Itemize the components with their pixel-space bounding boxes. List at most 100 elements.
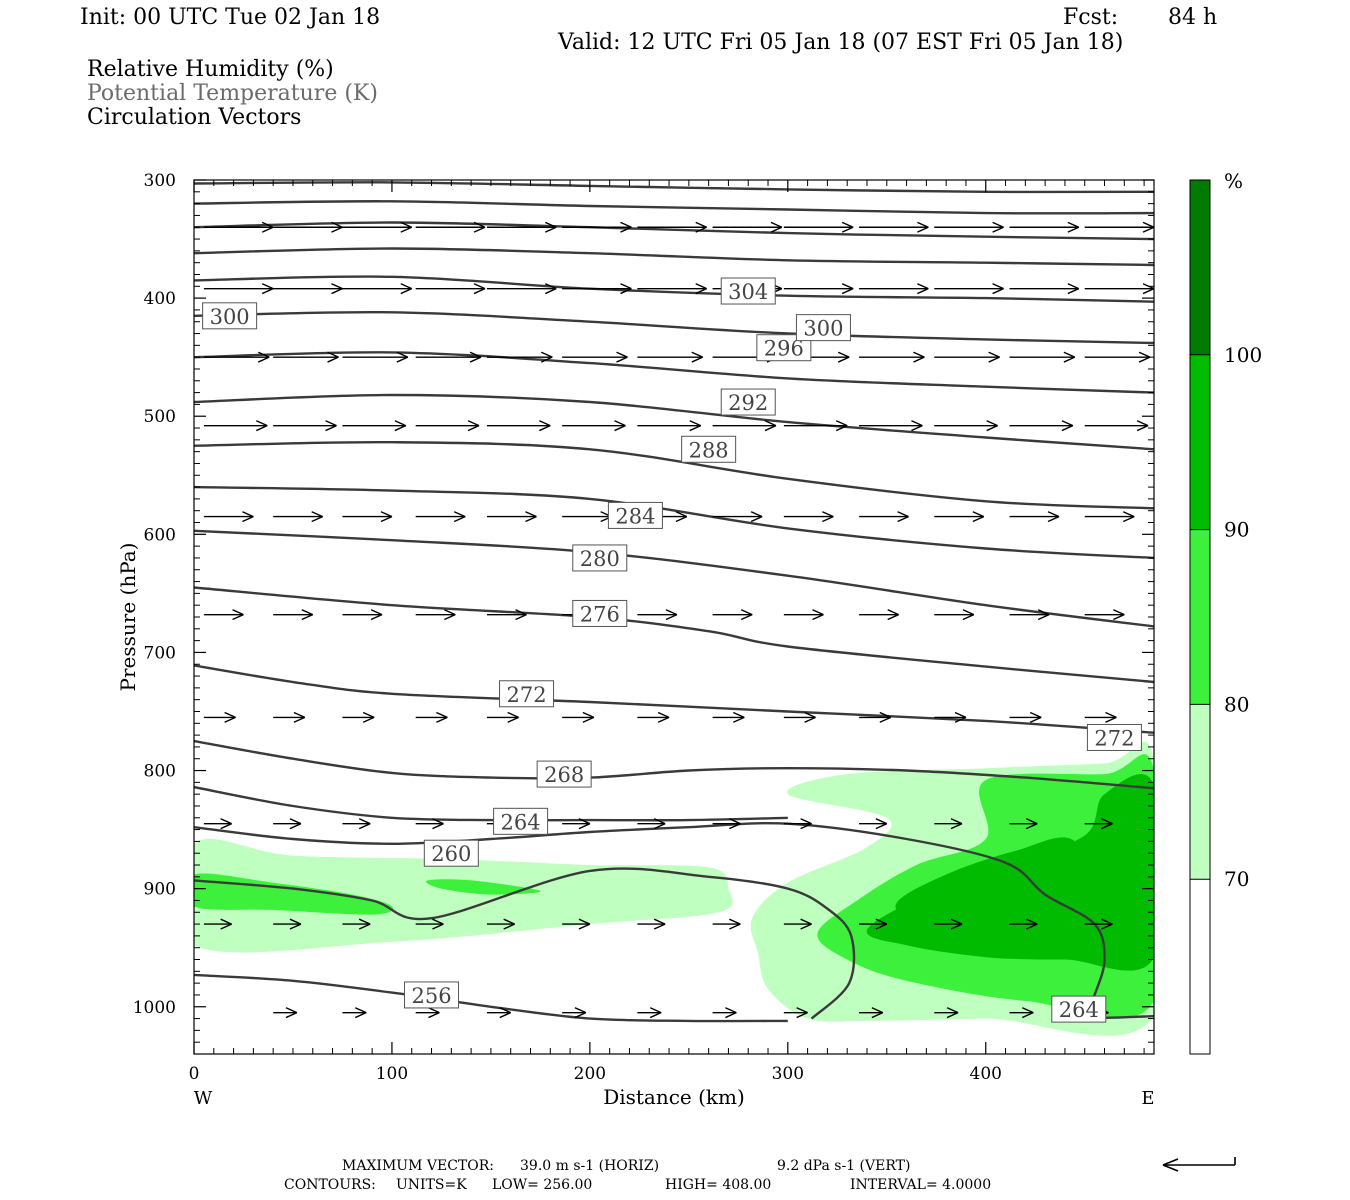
circulation-vector xyxy=(712,918,741,930)
circulation-vector xyxy=(859,818,888,830)
x-tick-label: 300 xyxy=(772,1064,804,1084)
circulation-vector xyxy=(637,420,702,432)
circulation-vector xyxy=(712,1007,737,1019)
contour-label-text: 284 xyxy=(615,504,655,528)
circulation-vector xyxy=(783,1007,808,1019)
circulation-vector xyxy=(637,1007,662,1019)
contour-label-text: 292 xyxy=(728,391,768,415)
theta-contour-312-15 xyxy=(194,221,1154,241)
circulation-vector xyxy=(1084,609,1125,621)
legend-title-vectors: Circulation Vectors xyxy=(87,105,302,130)
contours-low: LOW= 256.00 xyxy=(492,1177,593,1193)
circulation-vector xyxy=(273,511,323,523)
circulation-vector xyxy=(712,711,745,723)
theta-contour-268-3 xyxy=(194,785,788,822)
circulation-vector xyxy=(415,609,456,621)
circulation-vector xyxy=(203,283,274,295)
circulation-vector xyxy=(273,918,302,930)
y-tick-label: 1000 xyxy=(133,998,176,1018)
circulation-vector xyxy=(783,511,834,523)
circulation-vector xyxy=(783,918,812,930)
circulation-vector xyxy=(934,351,1000,363)
y-tick-label: 900 xyxy=(144,880,176,900)
circulation-vector xyxy=(1009,918,1038,930)
circulation-vector xyxy=(1009,283,1080,295)
contour-label-text: 272 xyxy=(506,683,546,707)
y-tick-label: 700 xyxy=(144,643,176,663)
x-endpoint-east: E xyxy=(1141,1088,1154,1109)
circulation-vector xyxy=(486,283,557,295)
circulation-vector xyxy=(712,420,777,432)
contours-interval: INTERVAL= 4.0000 xyxy=(850,1177,992,1193)
circulation-vector xyxy=(342,818,371,830)
contour-label-text: 288 xyxy=(689,438,729,462)
colorbar: 70 80 90 100 xyxy=(1189,179,1262,1055)
circulation-vector xyxy=(203,609,244,621)
circulation-vector xyxy=(783,221,854,233)
colorbar-level-label: 70 xyxy=(1224,867,1249,891)
contour-label: 264 xyxy=(493,807,549,835)
potential-temperature-contours xyxy=(194,181,1154,1023)
circulation-vector xyxy=(203,221,274,233)
circulation-vector xyxy=(1084,711,1117,723)
circulation-vector xyxy=(342,1007,367,1019)
circulation-vector xyxy=(562,351,628,363)
circulation-vector xyxy=(1009,1007,1034,1019)
theta-contour-260-1 xyxy=(194,867,856,1020)
circulation-vector xyxy=(415,818,444,830)
theta-contour-280-7 xyxy=(194,529,1154,628)
circulation-vector xyxy=(859,420,923,432)
contour-label-text: 276 xyxy=(580,602,620,626)
circulation-vector xyxy=(342,283,413,295)
circulation-vector xyxy=(273,283,343,295)
circulation-vector xyxy=(415,221,486,233)
theta-contour-300-12 xyxy=(194,310,1154,345)
circulation-vector xyxy=(859,918,888,930)
x-tick-label: 100 xyxy=(376,1064,408,1084)
circulation-vector xyxy=(415,918,444,930)
circulation-vector xyxy=(415,420,480,432)
circulation-vector xyxy=(415,511,466,523)
circulation-vector xyxy=(203,711,236,723)
circulation-vector xyxy=(562,711,595,723)
rh-region-90-6 xyxy=(895,837,1096,949)
circulation-vector xyxy=(859,221,929,233)
circulation-vectors xyxy=(203,221,1154,1019)
circulation-vector xyxy=(486,511,537,523)
contour-label: 296 xyxy=(756,334,812,362)
circulation-vector xyxy=(562,221,632,233)
circulation-vector xyxy=(415,711,448,723)
circulation-vector xyxy=(273,221,343,233)
circulation-vector xyxy=(1009,818,1038,830)
circulation-vector xyxy=(1084,918,1113,930)
contour-label: 292 xyxy=(720,388,776,416)
y-axis-label: Pressure (hPa) xyxy=(116,543,140,692)
contour-label-text: 280 xyxy=(580,547,620,571)
circulation-vector xyxy=(637,221,707,233)
circulation-vector xyxy=(712,818,741,830)
circulation-vector xyxy=(1009,609,1050,621)
circulation-vector xyxy=(486,711,519,723)
colorbar-frame xyxy=(1189,179,1211,1055)
circulation-vector xyxy=(783,711,816,723)
circulation-vector xyxy=(342,918,371,930)
circulation-vector xyxy=(273,351,339,363)
circulation-vector xyxy=(934,221,1004,233)
init-time: Init: 00 UTC Tue 02 Jan 18 xyxy=(80,5,381,30)
contour-labels: 2562602642642682722722762802842882922963… xyxy=(202,277,1142,1023)
circulation-vector xyxy=(562,1007,587,1019)
max-vector-horiz: 39.0 m s-1 (HORIZ) xyxy=(520,1158,660,1174)
y-tick-label: 300 xyxy=(144,171,176,191)
theta-contour-320-17 xyxy=(194,181,1154,194)
x-axis-label: Distance (km) xyxy=(603,1085,745,1109)
contour-label: 288 xyxy=(681,435,737,463)
circulation-vector xyxy=(203,511,254,523)
circulation-vector xyxy=(783,283,854,295)
y-tick-label: 600 xyxy=(144,525,176,545)
contour-label-text: 264 xyxy=(1059,998,1099,1022)
y-tick-label: 800 xyxy=(144,762,176,782)
contour-label: 276 xyxy=(572,599,628,627)
colorbar-swatch xyxy=(1190,704,1210,880)
circulation-vector xyxy=(637,351,703,363)
